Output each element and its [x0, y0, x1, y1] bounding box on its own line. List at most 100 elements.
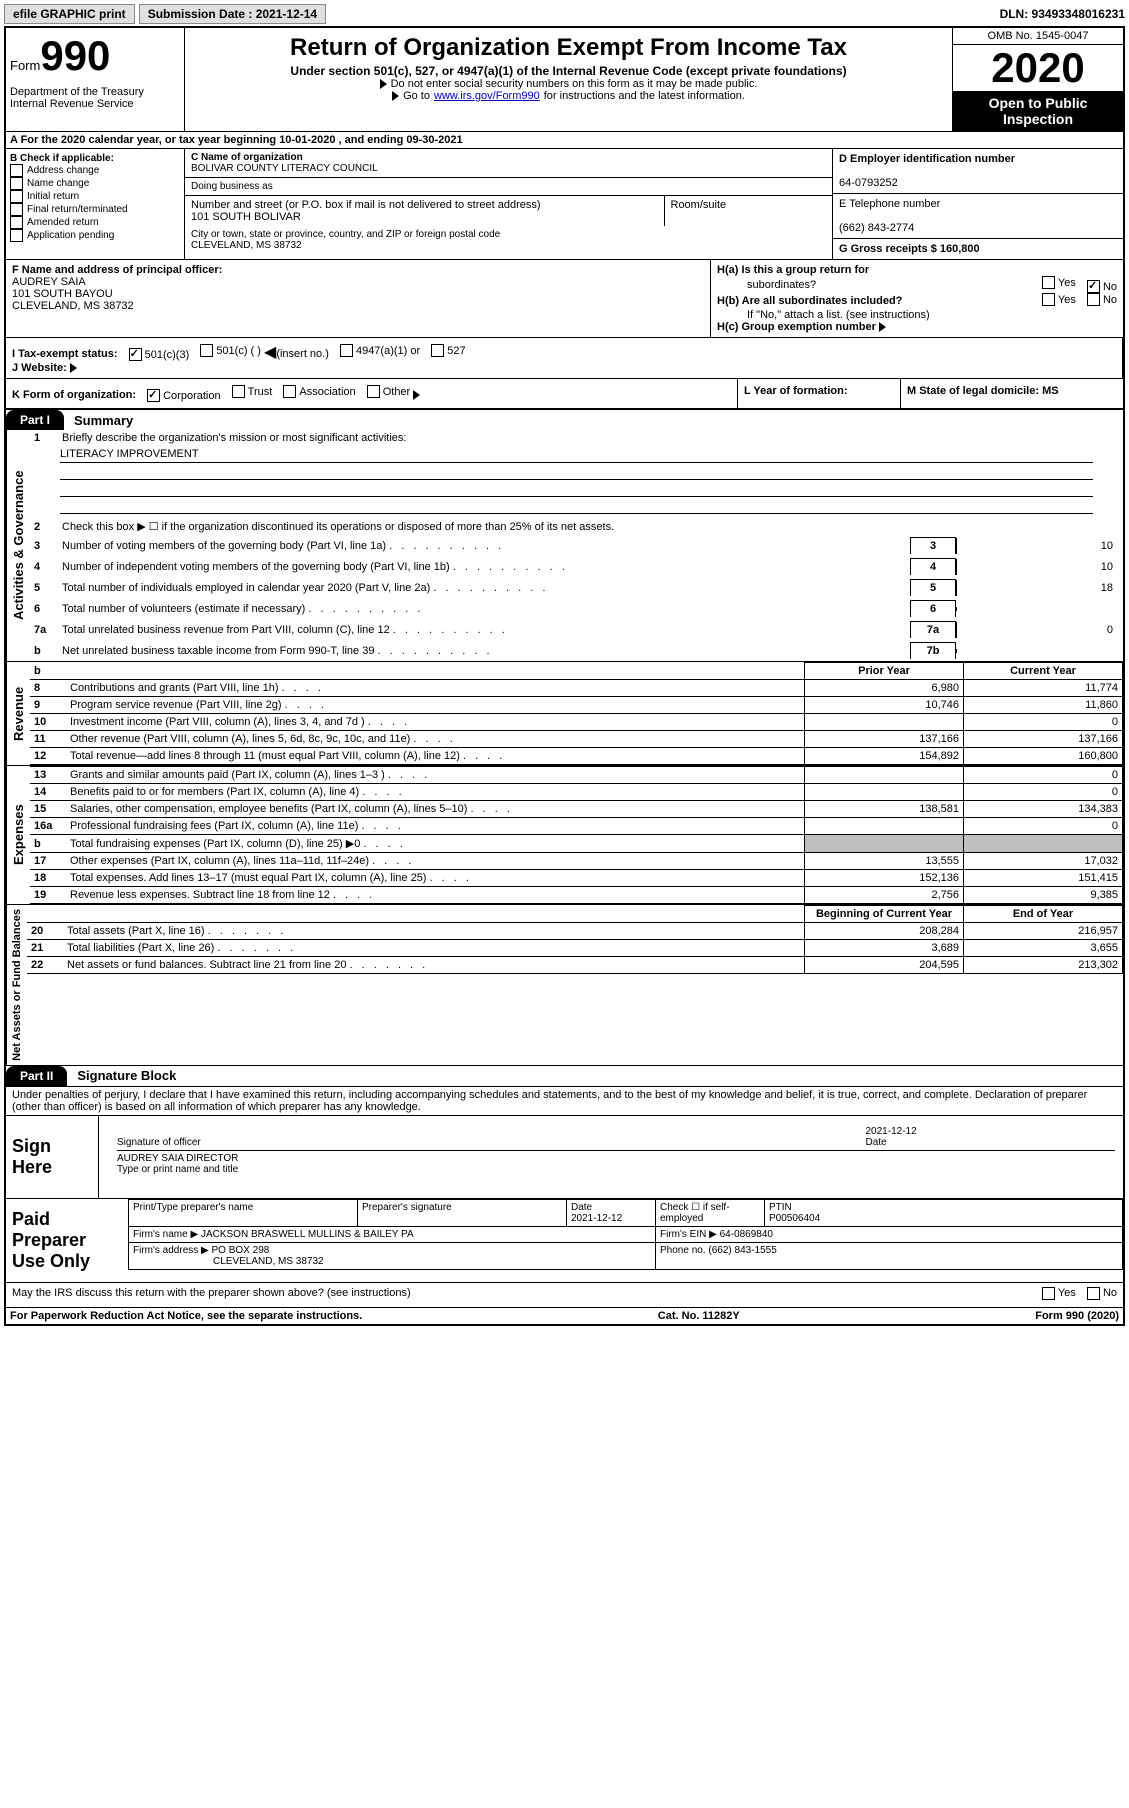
current-amt: 134,383	[964, 801, 1123, 818]
sign-here-label: Sign Here	[6, 1116, 99, 1198]
prior-amt: 152,136	[805, 870, 964, 887]
ha-no-checkbox[interactable]	[1087, 280, 1100, 293]
line-box: 3	[910, 537, 956, 554]
self-employed-check[interactable]: Check ☐ if self-employed	[660, 1202, 730, 1224]
527-checkbox[interactable]	[431, 344, 444, 357]
hb-label: H(b) Are all subordinates included?	[717, 295, 902, 307]
goto-pre: Go to	[403, 90, 430, 102]
association-checkbox[interactable]	[283, 385, 296, 398]
ptin-value: P00506404	[769, 1213, 820, 1224]
discuss-no-checkbox[interactable]	[1087, 1287, 1100, 1300]
dln-label: DLN: 93493348016231	[1000, 7, 1125, 21]
prior-amt: 2,756	[805, 887, 964, 904]
line-desc: Total number of individuals employed in …	[62, 582, 910, 594]
current-year-header: Current Year	[964, 663, 1123, 680]
current-amt: 11,860	[964, 697, 1123, 714]
form-prefix: Form	[10, 58, 40, 73]
amended-return-checkbox[interactable]	[10, 216, 23, 229]
officer-addr1: 101 SOUTH BAYOU	[12, 288, 113, 300]
address-change-checkbox[interactable]	[10, 164, 23, 177]
ein-value: 64-0793252	[839, 177, 898, 189]
other-checkbox[interactable]	[367, 385, 380, 398]
begin-amt: 208,284	[805, 923, 964, 940]
prior-amt: 10,746	[805, 697, 964, 714]
instructions-link[interactable]: www.irs.gov/Form990	[434, 90, 540, 102]
part2-tab: Part II	[6, 1066, 67, 1086]
trust-checkbox[interactable]	[232, 385, 245, 398]
current-amt: 11,774	[964, 680, 1123, 697]
line-desc: Total number of volunteers (estimate if …	[62, 603, 910, 615]
open-public-badge: Open to Public Inspection	[953, 91, 1123, 131]
exp-desc: Revenue less expenses. Subtract line 18 …	[66, 887, 805, 904]
firm-ein: 64-0869840	[720, 1229, 773, 1240]
current-amt: 137,166	[964, 731, 1123, 748]
end-amt: 216,957	[964, 923, 1123, 940]
line-box: 4	[910, 558, 956, 575]
form-title: Return of Organization Exempt From Incom…	[189, 34, 948, 62]
netassets-vtab: Net Assets or Fund Balances	[6, 905, 27, 1065]
website-label: J Website:	[12, 362, 67, 374]
goto-post: for instructions and the latest informat…	[544, 90, 745, 102]
ha-yes-checkbox[interactable]	[1042, 276, 1055, 289]
arrow-icon	[70, 363, 77, 373]
discuss-yes-checkbox[interactable]	[1042, 1287, 1055, 1300]
line-box: 6	[910, 600, 956, 617]
end-year-header: End of Year	[964, 906, 1123, 923]
line-desc: Number of voting members of the governin…	[62, 540, 910, 552]
street-address: 101 SOUTH BOLIVAR	[191, 211, 301, 223]
end-amt: 3,655	[964, 940, 1123, 957]
exp-desc: Total fundraising expenses (Part IX, col…	[66, 835, 805, 853]
application-pending-checkbox[interactable]	[10, 229, 23, 242]
paperwork-notice: For Paperwork Reduction Act Notice, see …	[10, 1310, 362, 1322]
line-desc: Net unrelated business taxable income fr…	[62, 645, 910, 657]
phone-label: E Telephone number	[839, 198, 940, 210]
corporation-checkbox[interactable]	[147, 389, 160, 402]
line-value: 18	[956, 580, 1119, 596]
arrow-icon	[392, 91, 399, 101]
rev-desc: Other revenue (Part VIII, column (A), li…	[66, 731, 805, 748]
prior-amt	[805, 767, 964, 784]
final-return-checkbox[interactable]	[10, 203, 23, 216]
4947-checkbox[interactable]	[340, 344, 353, 357]
name-change-checkbox[interactable]	[10, 177, 23, 190]
firm-addr2: CLEVELAND, MS 38732	[133, 1256, 324, 1267]
prior-amt: 138,581	[805, 801, 964, 818]
phone-value: (662) 843-2774	[839, 222, 914, 234]
current-amt: 0	[964, 767, 1123, 784]
efile-button[interactable]: efile GRAPHIC print	[4, 4, 135, 24]
part1-tab: Part I	[6, 410, 64, 430]
prior-amt	[805, 714, 964, 731]
officer-label: F Name and address of principal officer:	[12, 264, 222, 276]
org-name-label: C Name of organization	[191, 152, 303, 163]
year-formation-label: L Year of formation:	[744, 385, 848, 397]
rev-desc: Contributions and grants (Part VIII, lin…	[66, 680, 805, 697]
tax-year-range: A For the 2020 calendar year, or tax yea…	[6, 132, 1123, 149]
501c3-checkbox[interactable]	[129, 348, 142, 361]
prior-amt: 154,892	[805, 748, 964, 765]
begin-amt: 204,595	[805, 957, 964, 974]
form-frame: Form990 Department of the Treasury Inter…	[4, 26, 1125, 1326]
org-name: BOLIVAR COUNTY LITERACY COUNCIL	[191, 163, 378, 174]
line-value: 0	[956, 622, 1119, 638]
rev-desc: Program service revenue (Part VIII, line…	[66, 697, 805, 714]
city-state-zip: CLEVELAND, MS 38732	[191, 240, 302, 251]
501c-checkbox[interactable]	[200, 344, 213, 357]
hb-yes-checkbox[interactable]	[1042, 293, 1055, 306]
tax-exempt-label: I Tax-exempt status:	[12, 348, 118, 360]
submission-date-button[interactable]: Submission Date : 2021-12-14	[139, 4, 326, 24]
line-value: 10	[956, 559, 1119, 575]
tax-year: 2020	[953, 45, 1123, 91]
end-amt: 213,302	[964, 957, 1123, 974]
hb-no-checkbox[interactable]	[1087, 293, 1100, 306]
prior-year-header: Prior Year	[805, 663, 964, 680]
ha-label: H(a) Is this a group return for	[717, 264, 869, 276]
line-box: 7b	[910, 642, 956, 659]
prior-amt	[805, 784, 964, 801]
form-number: 990	[40, 32, 110, 79]
current-amt: 0	[964, 714, 1123, 731]
exp-desc: Other expenses (Part IX, column (A), lin…	[66, 853, 805, 870]
initial-return-checkbox[interactable]	[10, 190, 23, 203]
arrow-icon	[879, 322, 886, 332]
paid-preparer-label: Paid Preparer Use Only	[6, 1199, 128, 1282]
prior-amt: 137,166	[805, 731, 964, 748]
